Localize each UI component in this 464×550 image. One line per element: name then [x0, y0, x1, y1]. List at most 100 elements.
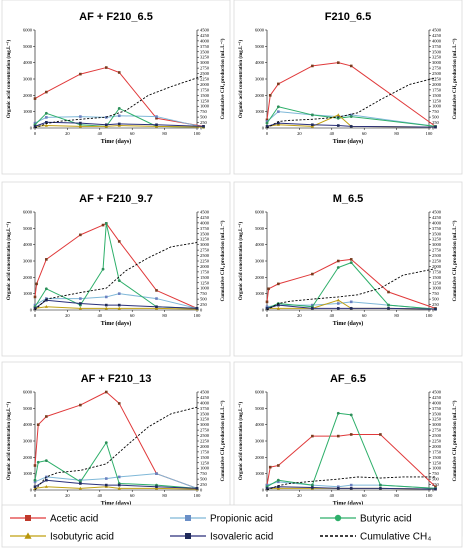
data-point: [311, 123, 314, 127]
panel-frame: [233, 0, 463, 175]
y2-tick-label: 250: [432, 482, 440, 487]
data-point: [265, 300, 269, 304]
data-point: [379, 483, 382, 487]
data-point: [33, 464, 37, 467]
data-point: [104, 477, 108, 480]
y2-tick-label: 1750: [200, 449, 210, 454]
y2-tick-label: 0: [432, 308, 435, 313]
y2-tick-label: 500: [432, 477, 440, 482]
y2-tick-label: 750: [432, 291, 440, 296]
x-tick-label: 80: [394, 493, 399, 498]
x-tick-label: 60: [130, 493, 135, 498]
y2-tick-label: 2000: [432, 82, 442, 87]
data-point: [117, 483, 121, 487]
data-point: [155, 289, 158, 292]
x-tick-label: 40: [330, 493, 335, 498]
y-tick-label: 2000: [255, 455, 265, 460]
x-tick-label: 0: [266, 313, 269, 318]
x-tick-label: 100: [426, 313, 434, 318]
data-point: [117, 292, 121, 295]
y2-tick-label: 1500: [432, 275, 442, 280]
x-tick-label: 100: [194, 493, 202, 498]
y2-tick-label: 2500: [200, 253, 210, 258]
y2-tick-label: 2500: [200, 71, 210, 76]
y2-tick-label: 1500: [200, 275, 210, 280]
x-tick-label: 60: [362, 313, 367, 318]
chart-panel: AF + F210_9.7010002000300040005000600002…: [1, 181, 231, 357]
y2-tick-label: 500: [432, 297, 440, 302]
y2-tick-label: 3250: [432, 417, 442, 422]
data-point: [310, 483, 314, 487]
data-point: [33, 125, 37, 128]
series-line-acetic-acid: [34, 391, 198, 489]
y2-tick-label: 1750: [200, 269, 210, 274]
data-point: [277, 121, 280, 125]
y2-tick-label: 1250: [200, 460, 210, 465]
y-tick-label: 1000: [255, 471, 265, 476]
data-point: [277, 82, 280, 86]
y2-tick-label: 3250: [432, 55, 442, 60]
data-point: [101, 223, 105, 227]
data-point: [101, 267, 105, 271]
data-point: [434, 307, 437, 311]
y2-tick-label: 1250: [432, 98, 442, 103]
data-point: [265, 483, 269, 487]
data-point: [265, 307, 269, 310]
y2-tick-label: 4500: [200, 210, 210, 215]
data-point: [117, 279, 121, 282]
y2-tick-label: 3250: [200, 237, 210, 242]
y-tick-label: 0: [262, 126, 265, 131]
y2-tick-label: 250: [200, 482, 208, 487]
y2-tick-label: 3500: [432, 231, 442, 236]
y-tick-label: 6000: [23, 390, 33, 395]
y2-tick-label: 4500: [200, 390, 210, 395]
data-point: [33, 295, 37, 299]
data-point: [349, 300, 353, 304]
x-tick-label: 20: [65, 313, 70, 318]
legend-item-butyric-acid: Butyric acid: [320, 514, 412, 525]
y2-tick-label: 3750: [200, 406, 210, 411]
chart-title: AF + F210_9.7: [79, 193, 153, 205]
y2-tick-label: 1750: [200, 87, 210, 92]
data-point: [379, 433, 382, 436]
y2-tick-label: 3750: [432, 406, 442, 411]
data-point: [268, 94, 272, 97]
chart-panels: AF + F210_6.5010002000300040005000600002…: [1, 0, 463, 537]
y2-tick-label: 4500: [432, 28, 442, 33]
data-point: [387, 290, 390, 294]
data-point: [117, 71, 121, 74]
y-tick-label: 2000: [23, 455, 33, 460]
y-tick-label: 0: [262, 488, 265, 493]
data-point: [154, 486, 159, 490]
y2-tick-label: 0: [432, 488, 435, 493]
series-line-cumulative-ch: [34, 75, 204, 129]
x-tick-label: 0: [266, 493, 269, 498]
data-point: [104, 485, 108, 488]
data-point: [44, 287, 48, 291]
y2-tick-label: 3750: [432, 44, 442, 49]
y2-tick-label: 2750: [432, 428, 442, 433]
y2-tick-label: 250: [200, 302, 208, 307]
y2-tick-label: 3250: [200, 417, 210, 422]
data-point: [276, 486, 280, 490]
data-point: [79, 121, 82, 125]
data-point: [336, 487, 340, 490]
y2-tick-label: 1000: [432, 466, 442, 471]
data-point: [349, 113, 353, 117]
series-line-cumulative-ch: [34, 242, 198, 311]
chart-title: AF + F210_13: [81, 373, 152, 385]
data-point: [33, 97, 37, 100]
data-point: [33, 480, 37, 484]
x-tick-label: 80: [162, 131, 167, 136]
data-point: [33, 303, 37, 307]
y-tick-label: 2000: [255, 275, 265, 280]
y-tick-label: 3000: [23, 77, 33, 82]
y-tick-label: 5000: [23, 226, 33, 231]
y-tick-label: 4000: [23, 242, 33, 247]
data-point: [104, 441, 108, 445]
data-point: [265, 487, 269, 490]
y2-tick-label: 2000: [200, 264, 210, 269]
y2-tick-label: 4500: [200, 28, 210, 33]
series-line-cumulative-ch: [266, 77, 436, 129]
y-tick-label: 5000: [255, 226, 265, 231]
